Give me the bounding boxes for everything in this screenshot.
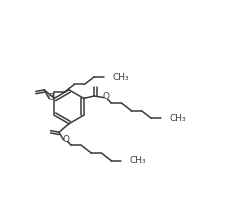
Text: O: O	[62, 135, 69, 144]
Text: CH₃: CH₃	[112, 73, 128, 82]
Text: O: O	[102, 92, 109, 101]
Text: CH₃: CH₃	[128, 156, 145, 165]
Text: CH₃: CH₃	[168, 114, 185, 123]
Text: O: O	[48, 93, 54, 102]
